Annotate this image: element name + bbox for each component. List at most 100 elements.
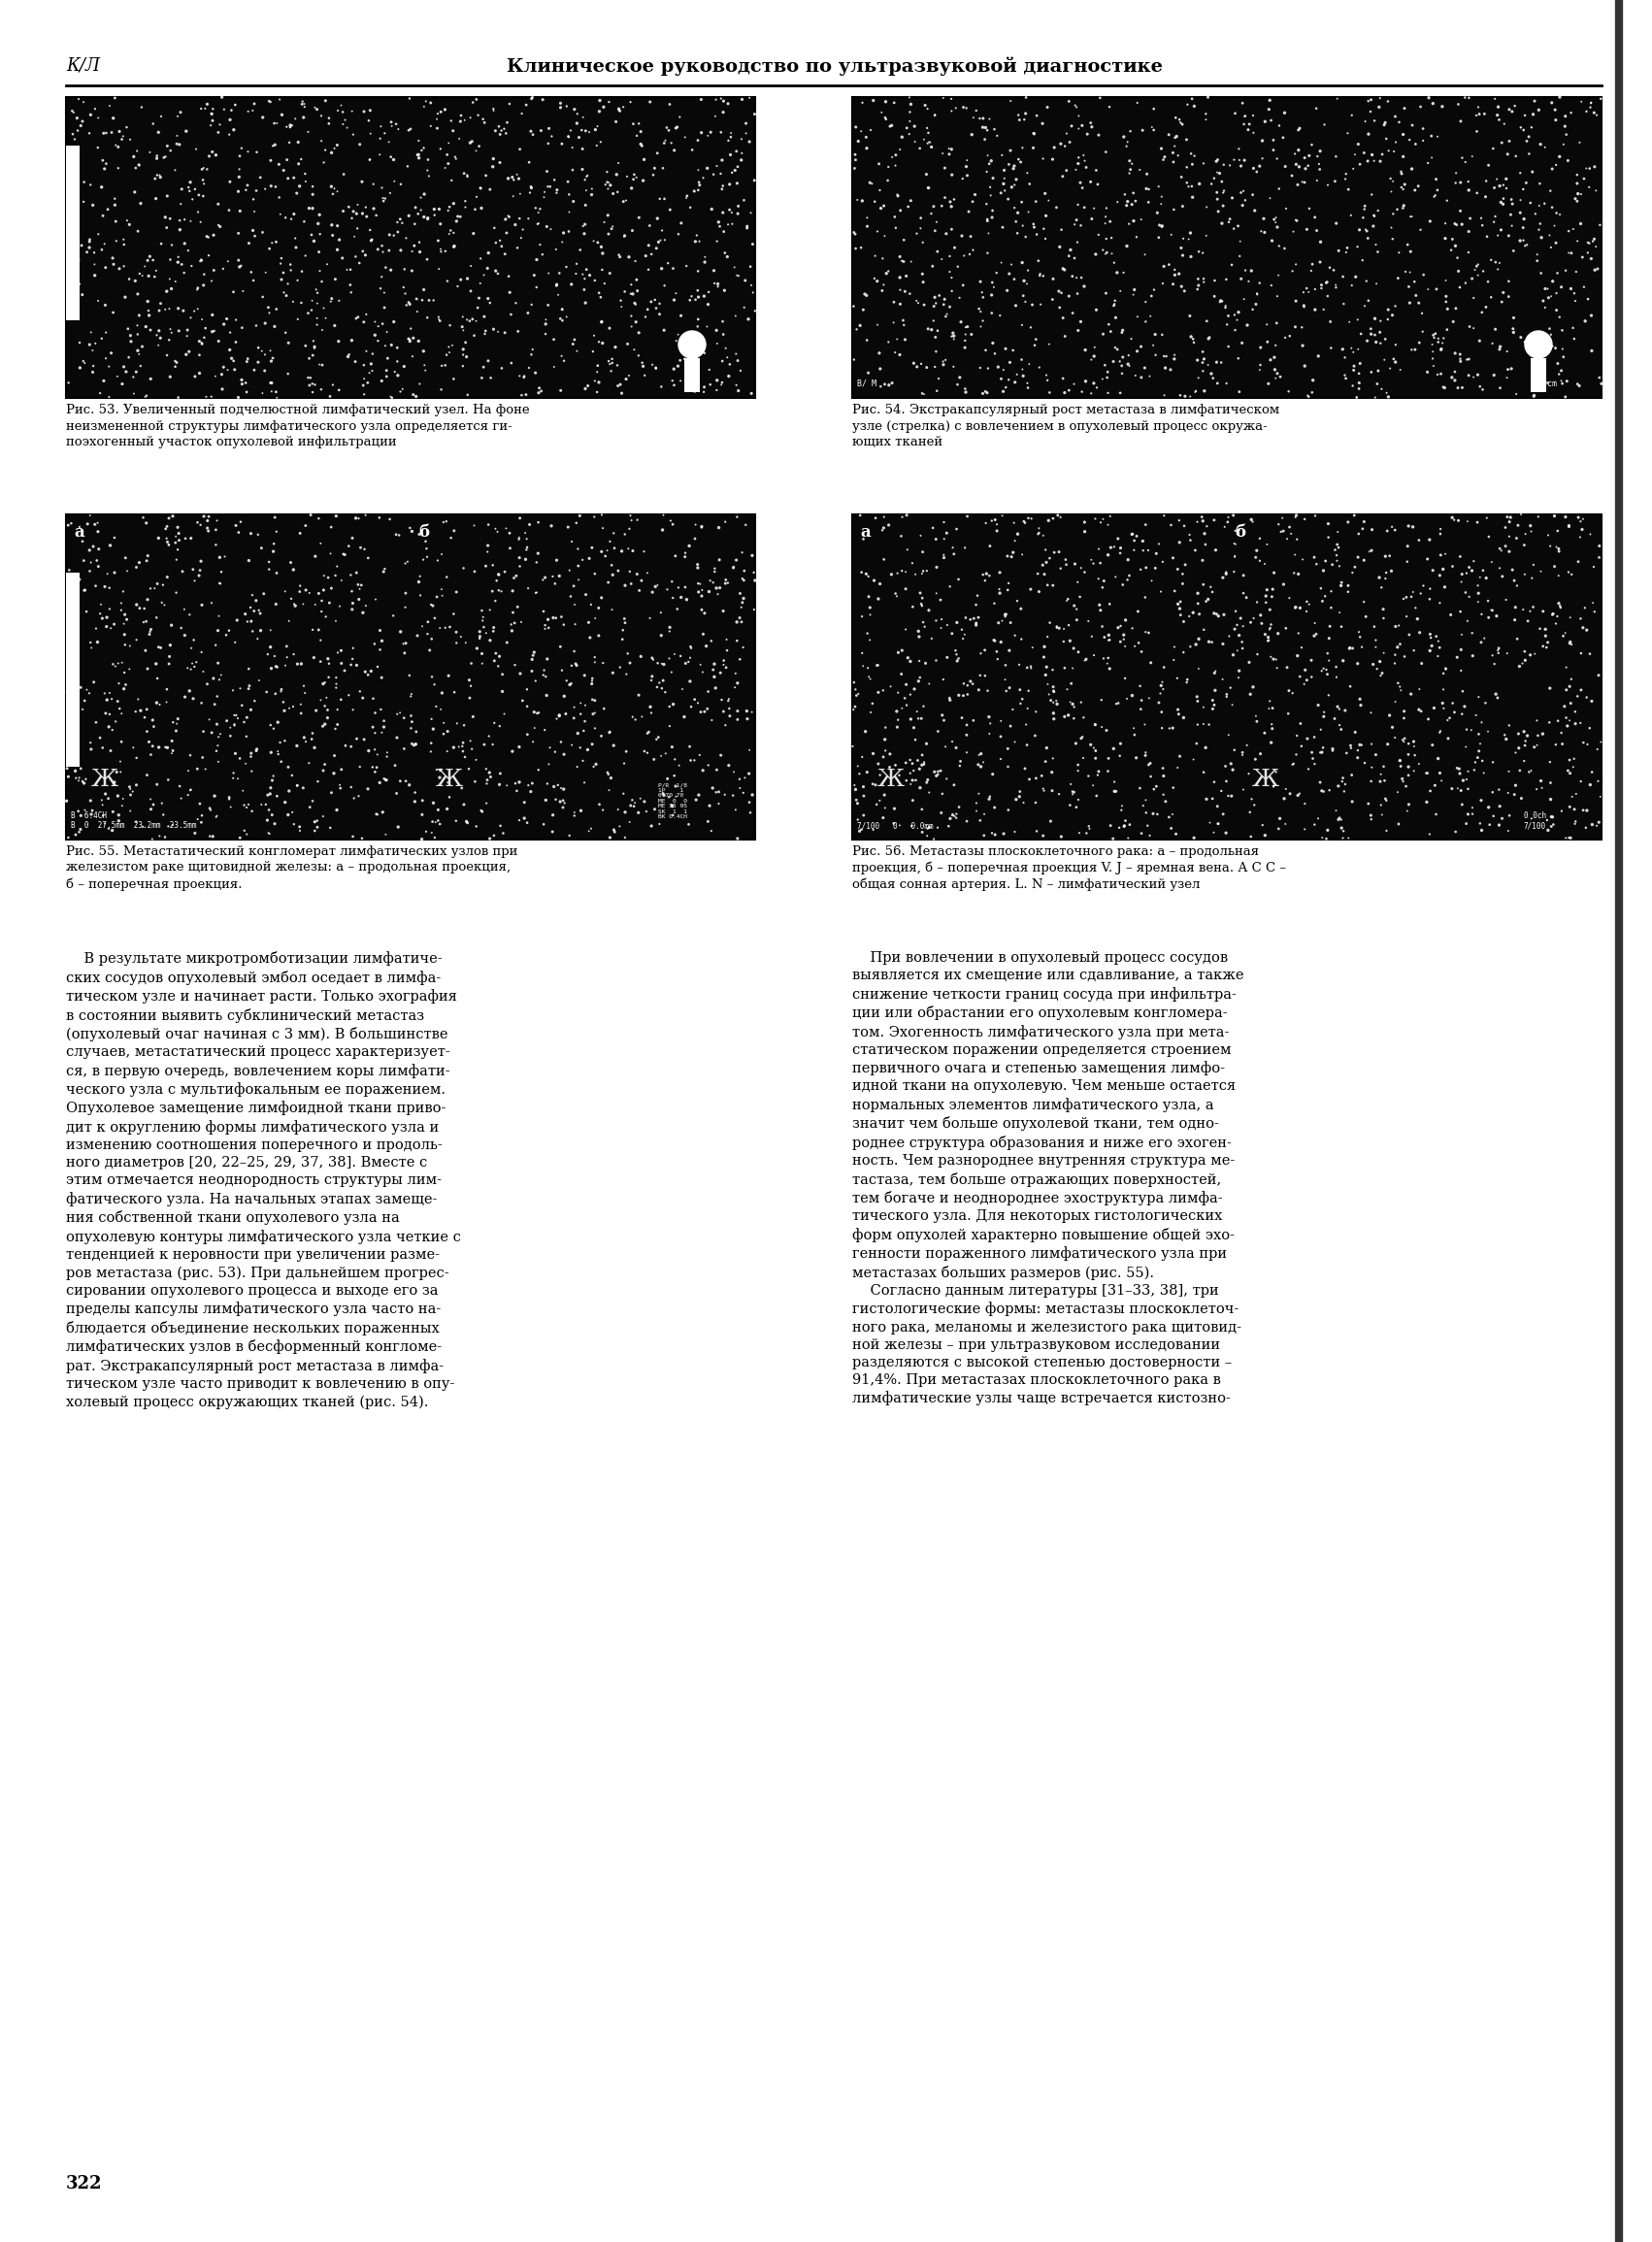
Point: [1107, 738, 1133, 773]
Point: [1462, 697, 1488, 733]
Point: [606, 368, 633, 404]
Point: [1459, 796, 1485, 832]
Point: [1041, 675, 1067, 711]
Point: [1498, 182, 1525, 217]
Point: [1584, 96, 1611, 132]
Point: [1564, 175, 1591, 211]
Point: [112, 280, 139, 316]
Point: [240, 213, 266, 249]
Point: [426, 760, 453, 796]
Point: [1292, 139, 1318, 175]
Point: [1543, 103, 1569, 139]
Point: [975, 137, 1001, 173]
Point: [317, 379, 344, 415]
Point: [97, 334, 124, 370]
Point: [1419, 334, 1446, 370]
Point: [1298, 253, 1325, 289]
Point: [884, 177, 910, 213]
Point: [1072, 363, 1099, 399]
Point: [172, 226, 198, 262]
Point: [507, 175, 534, 211]
Point: [591, 166, 618, 202]
Point: [730, 776, 757, 812]
Point: [66, 267, 93, 303]
Point: [147, 630, 173, 666]
Point: [1229, 188, 1256, 224]
Point: [1388, 155, 1414, 191]
Point: [955, 309, 981, 345]
Point: [1553, 500, 1579, 536]
Point: [354, 200, 380, 235]
Point: [958, 316, 985, 352]
Point: [930, 348, 957, 383]
Point: [887, 132, 914, 168]
Point: [1564, 365, 1591, 401]
Point: [1222, 594, 1249, 630]
Point: [382, 164, 408, 200]
Point: [1032, 744, 1059, 780]
Point: [220, 343, 246, 379]
Point: [506, 314, 532, 350]
Point: [1189, 706, 1216, 742]
Point: [1247, 348, 1274, 383]
Point: [532, 175, 558, 211]
Point: [406, 365, 433, 401]
Point: [695, 287, 722, 323]
Point: [316, 646, 342, 682]
Point: [365, 309, 392, 345]
Point: [710, 213, 737, 249]
Point: [684, 549, 710, 585]
Point: [923, 285, 950, 321]
Point: [580, 661, 606, 697]
Point: [135, 258, 162, 294]
Point: [1183, 726, 1209, 762]
Point: [1122, 271, 1148, 307]
Point: [218, 789, 244, 825]
Point: [1036, 327, 1062, 363]
Point: [1454, 556, 1480, 592]
Point: [1186, 233, 1213, 269]
Point: [271, 722, 297, 758]
Point: [1500, 300, 1526, 336]
Point: [175, 233, 202, 269]
Point: [544, 175, 570, 211]
Point: [973, 504, 999, 540]
Point: [225, 379, 251, 415]
Point: [1046, 534, 1072, 569]
Point: [83, 92, 109, 128]
Point: [1206, 155, 1232, 191]
Point: [618, 298, 644, 334]
Point: [547, 558, 573, 594]
Point: [1264, 650, 1290, 686]
Point: [705, 543, 732, 578]
Point: [1102, 300, 1128, 336]
Point: [1082, 706, 1108, 742]
Point: [1576, 711, 1602, 747]
Point: [628, 639, 654, 675]
Point: [876, 368, 902, 404]
Point: [659, 251, 686, 287]
Point: [557, 195, 583, 231]
Point: [1046, 229, 1072, 265]
Point: [1226, 294, 1252, 330]
Point: [81, 507, 107, 543]
Point: [140, 708, 167, 744]
Point: [1507, 222, 1533, 258]
Point: [1368, 143, 1394, 179]
Point: [1001, 148, 1028, 184]
Point: [1568, 634, 1594, 670]
Point: [512, 540, 539, 576]
Point: [1148, 574, 1175, 610]
Point: [1178, 168, 1204, 204]
Point: [582, 318, 608, 354]
Point: [1097, 204, 1123, 240]
Point: [106, 150, 132, 186]
Point: [1383, 289, 1409, 325]
Point: [1449, 695, 1475, 731]
Point: [147, 686, 173, 722]
Point: [672, 646, 699, 682]
Point: [127, 590, 154, 626]
Point: [654, 760, 681, 796]
Point: [618, 267, 644, 303]
Point: [461, 215, 487, 251]
